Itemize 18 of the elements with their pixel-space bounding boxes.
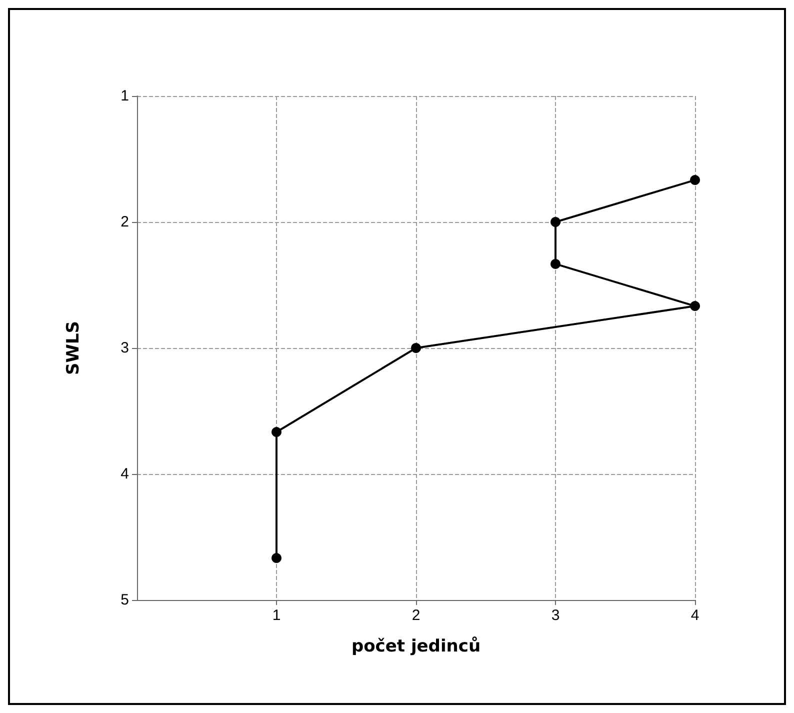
x-tick-label: 1 bbox=[272, 607, 281, 624]
point bbox=[272, 427, 282, 438]
point bbox=[272, 553, 282, 564]
y-tick-label: 4 bbox=[120, 466, 129, 482]
y-axis-title: SWLS bbox=[64, 320, 84, 376]
y-tick-label: 2 bbox=[120, 214, 129, 230]
y-tick-label: 5 bbox=[120, 592, 129, 608]
point bbox=[411, 343, 421, 353]
point bbox=[690, 301, 700, 312]
x-axis-title: počet jedinců bbox=[351, 636, 481, 656]
point bbox=[550, 258, 560, 269]
x-tick-label: 2 bbox=[412, 607, 420, 624]
point bbox=[550, 217, 560, 227]
y-tick-label: 1 bbox=[120, 88, 129, 104]
point bbox=[690, 175, 700, 186]
x-tick-label: 3 bbox=[551, 607, 560, 624]
x-tick-label: 4 bbox=[690, 607, 700, 624]
y-tick-label: 3 bbox=[120, 340, 129, 356]
